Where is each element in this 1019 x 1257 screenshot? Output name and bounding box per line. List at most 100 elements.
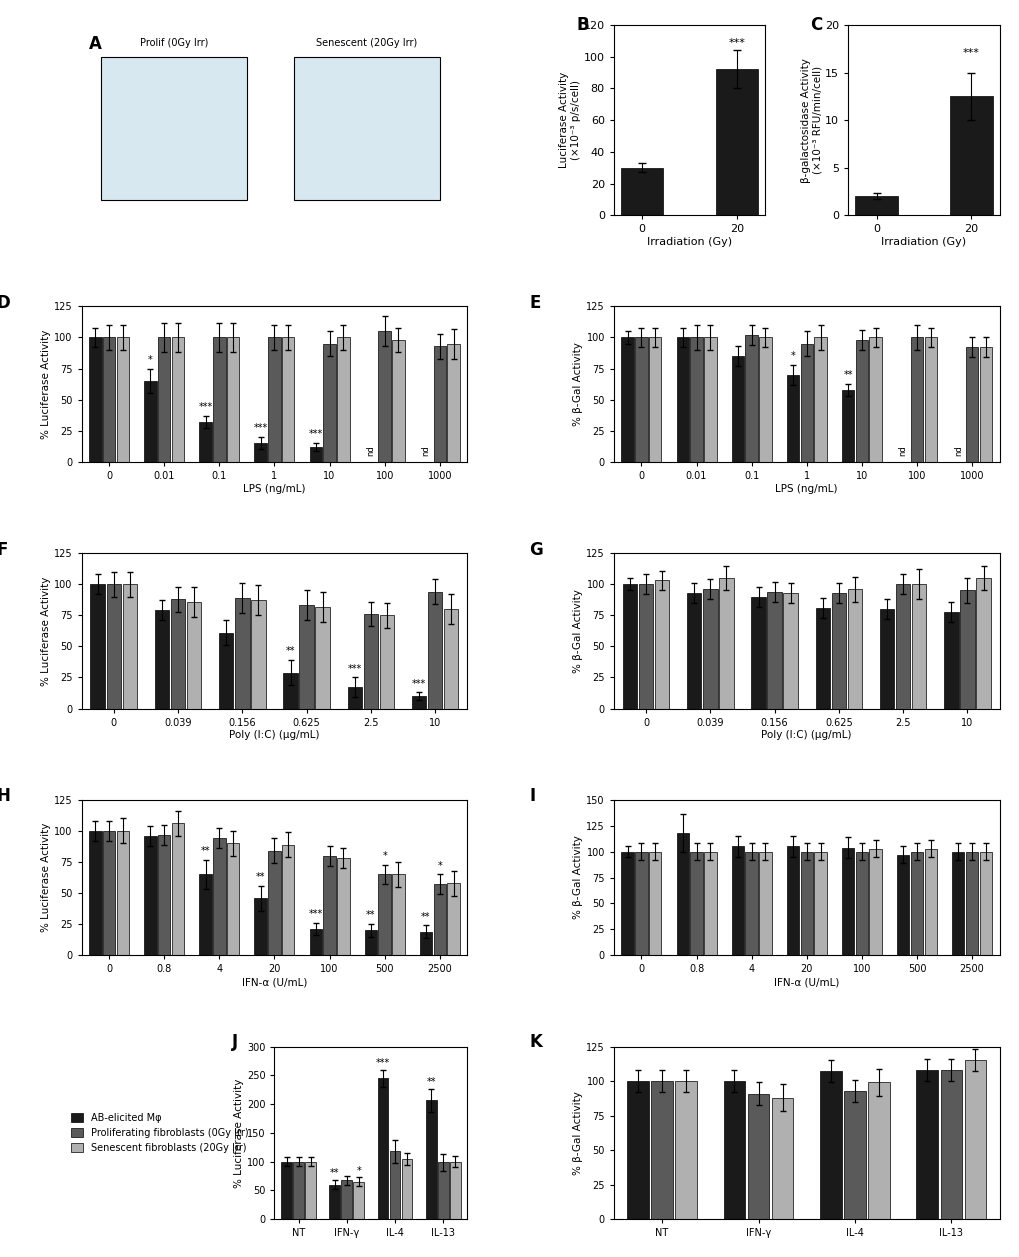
Bar — [186, 602, 201, 709]
X-axis label: IFN-α (U/mL): IFN-α (U/mL) — [773, 977, 839, 987]
Y-axis label: % β-Gal Activity: % β-Gal Activity — [573, 590, 583, 672]
Text: *: * — [437, 861, 441, 871]
Bar — [965, 852, 977, 955]
Bar — [650, 1081, 673, 1219]
Bar — [347, 688, 362, 709]
Bar — [949, 97, 991, 215]
Bar — [702, 590, 716, 709]
Text: J: J — [231, 1033, 237, 1051]
Text: B: B — [576, 15, 588, 34]
Bar — [621, 852, 633, 955]
Bar — [766, 592, 782, 709]
Y-axis label: % β-Gal Activity: % β-Gal Activity — [573, 342, 583, 426]
Bar — [378, 332, 390, 461]
Text: **: ** — [285, 646, 294, 656]
Bar — [978, 347, 991, 461]
Bar — [91, 585, 105, 709]
Bar — [437, 1163, 448, 1219]
Bar — [758, 852, 770, 955]
Text: G: G — [529, 541, 542, 558]
X-axis label: LPS (ng/mL): LPS (ng/mL) — [243, 484, 306, 494]
Bar — [282, 337, 294, 461]
Bar — [975, 578, 989, 709]
FancyBboxPatch shape — [101, 58, 248, 200]
Bar — [226, 843, 239, 955]
Bar — [819, 1071, 841, 1219]
Legend: AB-elicited Mφ, Proliferating fibroblasts (0Gy Irr), Senescent fibroblasts (20Gy: AB-elicited Mφ, Proliferating fibroblast… — [67, 1109, 252, 1156]
Bar — [676, 833, 688, 955]
Bar — [951, 852, 964, 955]
FancyBboxPatch shape — [293, 58, 440, 200]
Bar — [299, 606, 314, 709]
Bar — [103, 831, 115, 955]
Bar — [234, 598, 250, 709]
Text: ***: *** — [347, 664, 362, 674]
Bar — [144, 381, 157, 461]
Text: ***: *** — [375, 1058, 389, 1068]
Bar — [323, 856, 335, 955]
Bar — [868, 337, 881, 461]
Bar — [365, 930, 377, 955]
Bar — [895, 585, 910, 709]
Bar — [915, 1070, 937, 1219]
Bar — [254, 897, 267, 955]
Bar — [144, 836, 157, 955]
Bar — [305, 1161, 316, 1219]
Bar — [158, 835, 170, 955]
Bar — [731, 846, 743, 955]
Bar — [715, 69, 757, 215]
Bar — [813, 337, 826, 461]
Text: ***: *** — [728, 38, 745, 48]
Bar — [813, 852, 826, 955]
Bar — [783, 593, 797, 709]
Y-axis label: % Luciferase Activity: % Luciferase Activity — [41, 576, 51, 685]
Bar — [923, 337, 936, 461]
Text: D: D — [0, 294, 10, 312]
X-axis label: Irradiation (Gy): Irradiation (Gy) — [880, 238, 966, 246]
Bar — [830, 593, 846, 709]
Bar — [213, 838, 225, 955]
Bar — [412, 696, 426, 709]
Bar — [433, 346, 445, 461]
Bar — [854, 196, 897, 215]
Bar — [337, 337, 350, 461]
Bar — [251, 601, 265, 709]
Text: Senescent (20Gy Irr): Senescent (20Gy Irr) — [316, 38, 417, 48]
Bar — [621, 337, 633, 461]
Bar — [428, 592, 442, 709]
Bar — [329, 1185, 339, 1219]
Bar — [911, 585, 925, 709]
Bar — [690, 852, 702, 955]
Bar — [621, 167, 662, 215]
Bar — [978, 852, 991, 955]
Bar — [158, 337, 170, 461]
Text: E: E — [529, 294, 540, 312]
Bar — [703, 337, 715, 461]
Text: C: C — [810, 15, 822, 34]
Bar — [337, 859, 350, 955]
Bar — [155, 611, 169, 709]
Bar — [959, 591, 974, 709]
Bar — [841, 847, 854, 955]
Text: K: K — [529, 1033, 541, 1051]
Bar — [923, 848, 936, 955]
Bar — [676, 337, 688, 461]
Bar — [425, 1100, 436, 1219]
Bar — [722, 1081, 745, 1219]
X-axis label: Poly (I:C) (µg/mL): Poly (I:C) (µg/mL) — [229, 730, 319, 740]
Bar — [353, 1182, 364, 1219]
Bar — [627, 1081, 648, 1219]
Text: ***: *** — [412, 679, 426, 689]
Text: *: * — [148, 354, 153, 365]
Bar — [745, 336, 757, 461]
Text: nd: nd — [898, 445, 907, 456]
Text: nd: nd — [421, 445, 430, 456]
Text: nd: nd — [366, 445, 375, 456]
Bar — [199, 422, 212, 461]
Bar — [341, 1180, 352, 1219]
Bar — [654, 581, 668, 709]
Bar — [648, 852, 660, 955]
Bar — [171, 823, 184, 955]
Bar — [281, 1161, 291, 1219]
Text: *: * — [356, 1165, 361, 1175]
